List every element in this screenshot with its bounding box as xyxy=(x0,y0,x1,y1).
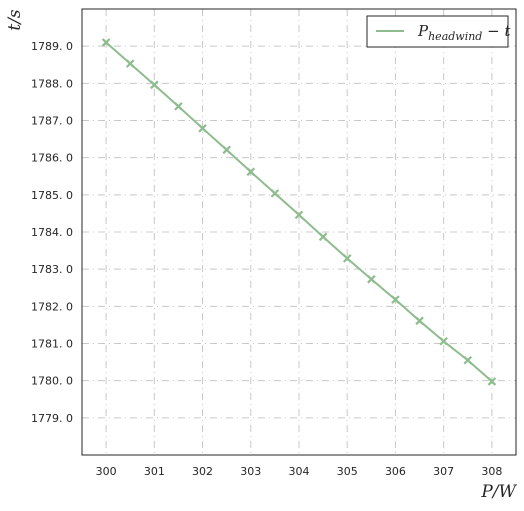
x-tick-label: 301 xyxy=(144,465,165,478)
data-point-stroke xyxy=(487,377,497,386)
data-point xyxy=(198,124,207,133)
data-point-stroke xyxy=(391,295,400,304)
data-point xyxy=(318,232,328,242)
data-point xyxy=(487,377,497,386)
data-point-stroke xyxy=(463,355,473,365)
data-point-stroke xyxy=(294,210,304,220)
data-point xyxy=(415,316,424,326)
y-axis-label-group: t/s xyxy=(5,9,25,31)
data-point-stroke xyxy=(439,336,448,346)
y-tick-label: 1786. 0 xyxy=(31,152,73,165)
data-point xyxy=(463,355,473,365)
data-point-stroke xyxy=(367,274,376,284)
x-tick-label: 304 xyxy=(289,465,310,478)
series-layer xyxy=(101,38,497,386)
data-point-stroke xyxy=(246,167,256,177)
data-point xyxy=(391,295,400,304)
legend: Pheadwind − t xyxy=(366,15,511,48)
x-tick-label: 300 xyxy=(96,465,117,478)
y-tick-label: 1787. 0 xyxy=(31,115,73,128)
data-point xyxy=(125,59,135,68)
data-point-stroke xyxy=(342,254,352,263)
data-point xyxy=(246,167,256,177)
y-tick-label: 1779. 0 xyxy=(31,412,73,425)
data-point-stroke xyxy=(318,232,328,242)
x-tick-label: 308 xyxy=(481,465,502,478)
x-tick-label: 307 xyxy=(433,465,454,478)
y-tick-labels: 1779. 0 1780. 0 1781. 0 1782. 0 1783. 0 1784.… xyxy=(31,40,73,425)
y-tick-label: 1780. 0 xyxy=(31,375,73,388)
data-point-stroke xyxy=(270,189,280,198)
y-tick-label: 1782. 0 xyxy=(31,300,73,313)
data-point xyxy=(101,38,111,47)
data-point xyxy=(174,102,183,111)
x-tick-labels: 300 301 302 303 304 305 306 307 308 xyxy=(96,465,503,478)
y-tick-label: 1785. 0 xyxy=(31,189,73,202)
data-point-stroke xyxy=(222,145,231,155)
y-axis-label: t/s xyxy=(5,9,25,31)
data-point xyxy=(150,80,159,90)
data-point xyxy=(342,254,352,263)
data-point-stroke xyxy=(198,124,207,133)
data-point-stroke xyxy=(415,316,424,326)
data-point-stroke xyxy=(125,59,135,68)
x-tick-label: 303 xyxy=(240,465,261,478)
data-point xyxy=(439,336,448,346)
data-point-stroke xyxy=(150,80,159,90)
x-axis-label: P/W xyxy=(480,482,517,502)
legend-label-base: P xyxy=(417,22,429,40)
x-tick-label: 305 xyxy=(337,465,358,478)
data-point xyxy=(294,210,304,220)
y-tick-label: 1781. 0 xyxy=(31,338,73,351)
x-tick-label: 306 xyxy=(385,465,406,478)
legend-entry-label: Pheadwind − t xyxy=(417,22,511,43)
x-tick-label: 302 xyxy=(192,465,213,478)
legend-label-subscript: headwind xyxy=(428,30,482,43)
data-point-stroke xyxy=(101,38,111,47)
data-point-stroke xyxy=(174,102,183,111)
y-tick-label: 1783. 0 xyxy=(31,263,73,276)
y-tick-label: 1788. 0 xyxy=(31,77,73,90)
plot-frame xyxy=(81,8,517,456)
data-point xyxy=(367,274,376,284)
y-tick-label: 1789. 0 xyxy=(31,40,73,53)
data-point xyxy=(270,189,280,198)
data-point xyxy=(222,145,231,155)
y-tick-label: 1784. 0 xyxy=(31,226,73,239)
legend-label-operator: − t xyxy=(482,22,511,40)
